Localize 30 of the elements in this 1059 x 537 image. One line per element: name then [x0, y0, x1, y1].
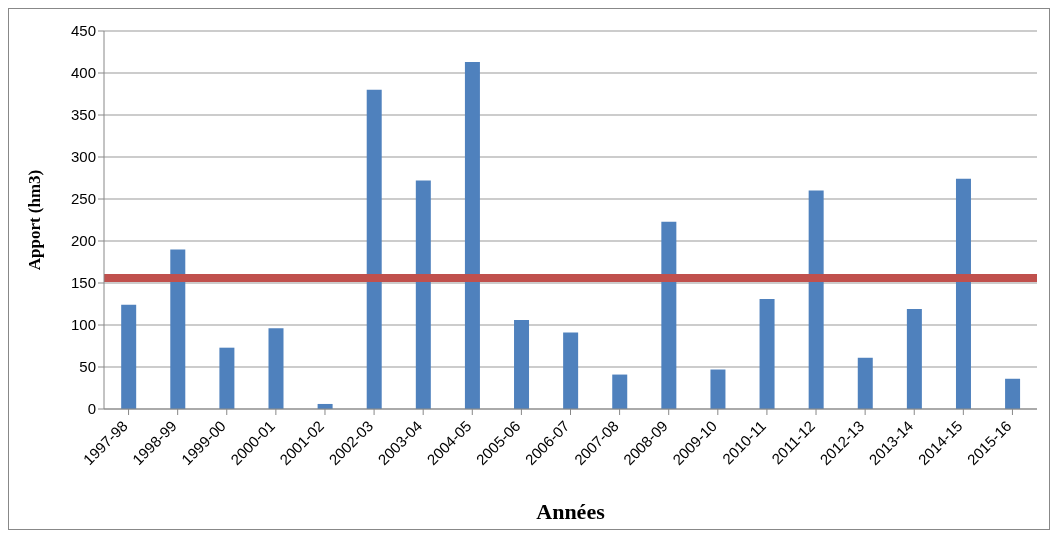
bar [415, 180, 431, 409]
y-tick-label: 350 [70, 106, 96, 124]
y-tick-label: 150 [70, 274, 96, 292]
bar [808, 190, 824, 409]
bar [1005, 378, 1021, 409]
bar [121, 304, 137, 409]
bar [219, 347, 235, 409]
bar [955, 178, 971, 409]
bar [366, 89, 382, 409]
bar [661, 221, 677, 409]
x-axis-title: Années [536, 499, 606, 524]
bar [710, 369, 726, 409]
y-tick-label: 50 [79, 358, 96, 376]
bar [563, 332, 579, 409]
bar [612, 374, 628, 409]
bar [857, 357, 873, 409]
bar [906, 309, 922, 409]
bar [514, 319, 530, 409]
bar [170, 249, 186, 409]
y-tick-label: 100 [70, 316, 96, 334]
y-tick-label: 400 [70, 64, 96, 82]
bar [268, 328, 284, 409]
bar [464, 62, 480, 409]
y-tick-label: 200 [70, 232, 96, 250]
y-tick-label: 0 [87, 400, 96, 418]
bar [759, 298, 775, 409]
y-axis-title: Apport (hm3) [25, 169, 45, 271]
y-tick-label: 300 [70, 148, 96, 166]
y-tick-label: 250 [70, 190, 96, 208]
y-tick-label: 450 [70, 22, 96, 40]
